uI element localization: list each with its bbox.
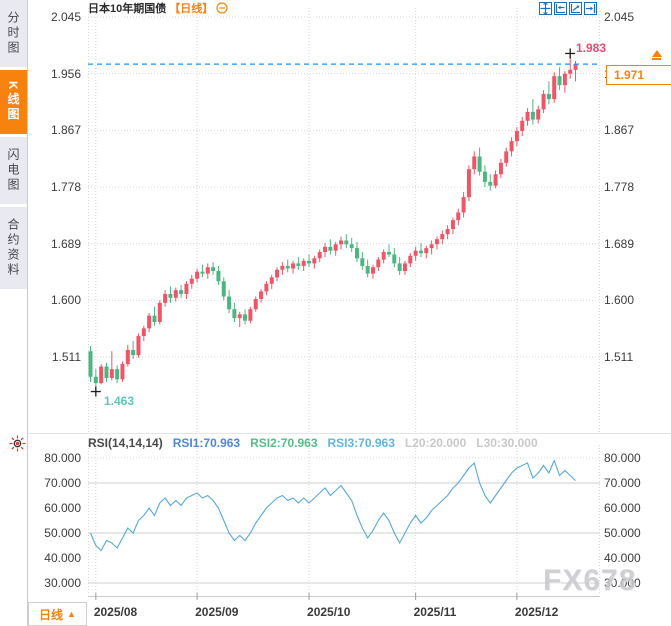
y-axis-label: 1.600	[604, 293, 635, 308]
rsi-axis-label: 60.000	[44, 501, 81, 515]
sidebar: 分时图 K线图 闪电图 合约资料	[0, 0, 28, 626]
rsi-legend-item: L20:20.000	[404, 436, 467, 450]
sidebar-tab-4[interactable]: 合约资料	[0, 206, 27, 289]
chart-toolbar	[539, 2, 597, 15]
rsi-axis-label: 30.000	[44, 576, 81, 590]
arrow-base-bar	[652, 58, 661, 60]
rsi-axis-label: 40.000	[44, 551, 81, 565]
y-axis-label: 1.600	[50, 293, 81, 308]
low-price-label: 1.463	[104, 394, 135, 408]
period-select-button[interactable]: 日线 ▲	[28, 602, 87, 626]
instrument-title: 日本10年期国债	[88, 2, 167, 15]
rsi-axis-label: 70.000	[604, 476, 641, 490]
high-price-label: 1.983	[576, 41, 607, 55]
up-triangle-icon	[651, 50, 662, 57]
y-axis-label: 1.689	[50, 236, 81, 251]
y-axis-label: 1.689	[604, 236, 635, 251]
pan-tool-icon[interactable]	[539, 2, 552, 15]
rsi-axis-label: 60.000	[604, 501, 641, 515]
rsi-legend: RSI(14,14,14) RSI1:70.963 RSI2:70.963 RSI3:…	[88, 436, 538, 450]
y-axis-label: 1.511	[51, 350, 81, 364]
y-axis-label: 1.511	[604, 350, 634, 364]
rsi-axis-label: 40.000	[604, 551, 641, 565]
panel-separator	[28, 433, 671, 434]
x-axis-label: 2025/08	[93, 605, 138, 619]
y-axis-label: 1.778	[604, 180, 635, 194]
sidebar-tab-3[interactable]: 闪电图	[0, 136, 27, 204]
x-axis-label: 2025/09	[195, 605, 239, 619]
rsi-plot[interactable]	[88, 445, 600, 600]
x-axis-label: 2025/11	[413, 605, 457, 619]
expand-x-icon[interactable]	[569, 2, 582, 15]
x-axis-label: 2025/10	[307, 605, 351, 619]
sidebar-tab-2[interactable]: K线图	[0, 70, 27, 134]
watermark: FX678	[543, 564, 637, 597]
sidebar-tab-1[interactable]: 分时图	[0, 0, 27, 67]
chart-header: 日本10年期国债 【日线】	[88, 0, 228, 15]
indicator-settings-icon[interactable]	[9, 435, 26, 452]
period-label: 【日线】	[169, 2, 214, 15]
last-price-box: 1.971	[606, 65, 671, 85]
rsi-axis-label: 50.000	[604, 526, 641, 540]
price-arrow-marker	[650, 50, 663, 64]
chevron-up-icon: ▲	[67, 608, 76, 619]
y-axis-label: 1.778	[50, 180, 81, 194]
rsi-legend-item: RSI3:70.963	[327, 436, 395, 450]
rsi-axis-label: 80.000	[604, 451, 641, 465]
y-axis-label: 2.045	[604, 10, 635, 24]
candlestick-plot[interactable]	[88, 8, 600, 432]
y-axis-label: 1.867	[604, 123, 635, 138]
rsi-axis-label: 70.000	[44, 476, 81, 490]
y-axis-label: 1.956	[50, 66, 81, 81]
rsi-legend-item: RSI1:70.963	[172, 436, 241, 450]
rsi-legend-item: L30:30.000	[476, 436, 538, 450]
y-axis-label: 1.867	[50, 123, 81, 138]
rsi-axis-label: 80.000	[44, 451, 81, 465]
period-button-label: 日线	[39, 607, 64, 622]
collapse-indicator-icon[interactable]	[216, 1, 228, 14]
rsi-legend-item: RSI2:70.963	[250, 436, 318, 450]
rsi-title: RSI(14,14,14)	[88, 436, 163, 450]
rsi-axis-label: 30.000	[604, 576, 641, 590]
rsi-axis-label: 50.000	[44, 526, 81, 540]
x-axis-label: 2025/12	[514, 605, 559, 619]
y-axis-label: 2.045	[50, 10, 81, 24]
compress-x-icon[interactable]	[554, 2, 567, 15]
goto-latest-icon[interactable]	[584, 2, 597, 15]
